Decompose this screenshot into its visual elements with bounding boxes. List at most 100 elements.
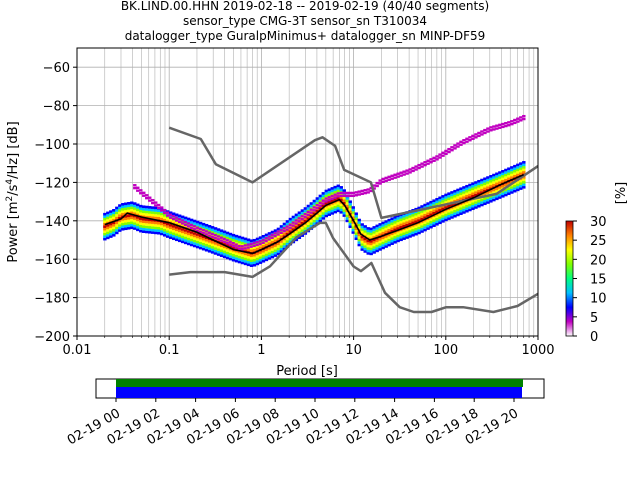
- psd-density-cell: [189, 243, 194, 247]
- psd-density-cell: [198, 244, 203, 247]
- psd-density-cell: [285, 228, 290, 231]
- psd-density-cell: [489, 129, 493, 132]
- psd-density-cell: [402, 224, 406, 228]
- psd-density-cell: [183, 241, 188, 245]
- psd-density-cell: [432, 219, 436, 222]
- psd-density-cell: [432, 209, 436, 213]
- psd-density-cell: [231, 251, 236, 254]
- psd-density-cell: [366, 242, 370, 245]
- psd-density-cell: [435, 155, 439, 158]
- psd-density-cell: [387, 238, 391, 242]
- psd-density-cell: [327, 188, 331, 192]
- psd-density-cell: [369, 250, 373, 253]
- psd-density-cell: [333, 208, 337, 211]
- psd-density-cell: [195, 226, 200, 229]
- psd-density-cell: [504, 168, 508, 172]
- psd-density-cell: [420, 222, 424, 226]
- psd-density-cell: [396, 172, 400, 175]
- psd-density-cell: [252, 248, 257, 252]
- psd-density-cell: [366, 229, 370, 233]
- psd-density-cell: [495, 124, 499, 127]
- psd-density-cell: [157, 209, 161, 213]
- psd-density-cell: [378, 248, 382, 251]
- psd-density-cell: [336, 202, 340, 205]
- psd-density-cell: [297, 236, 302, 240]
- psd-density-cell: [133, 202, 137, 205]
- psd-density-cell: [192, 222, 197, 225]
- psd-density-cell: [237, 240, 242, 244]
- psd-density-cell: [498, 196, 502, 199]
- psd-density-cell: [168, 216, 173, 219]
- psd-density-cell: [516, 173, 520, 177]
- psd-density-cell: [387, 228, 391, 232]
- psd-density-cell: [231, 253, 236, 257]
- psd-density-cell: [222, 240, 227, 244]
- psd-density-cell: [297, 220, 302, 223]
- psd-density-cell: [234, 249, 239, 253]
- psd-density-cell: [462, 191, 466, 194]
- psd-density-cell: [444, 213, 448, 217]
- psd-density-cell: [369, 232, 373, 236]
- psd-density-cell: [189, 223, 194, 227]
- psd-density-cell: [240, 259, 245, 262]
- psd-density-cell: [330, 187, 334, 190]
- psd-density-cell: [483, 199, 487, 203]
- psd-density-cell: [279, 247, 284, 251]
- psd-density-cell: [106, 236, 110, 240]
- psd-density-cell: [130, 226, 134, 230]
- psd-density-cell: [165, 232, 170, 236]
- psd-density-cell: [462, 139, 466, 142]
- psd-density-cell: [168, 226, 173, 230]
- psd-density-cell: [273, 234, 278, 238]
- psd-density-cell: [154, 201, 158, 204]
- y-axis-ticks: −200−180−160−140−120−100−80−60: [34, 61, 77, 345]
- psd-density-cell: [142, 194, 146, 197]
- psd-density-cell: [198, 224, 203, 227]
- psd-density-cell: [297, 228, 302, 232]
- psd-density-cell: [498, 126, 502, 129]
- psd-density-cell: [288, 220, 293, 223]
- psd-density-cell: [261, 249, 266, 253]
- psd-density-cell: [145, 225, 149, 229]
- psd-density-cell: [384, 230, 388, 233]
- psd-density-cell: [297, 221, 302, 225]
- psd-density-cell: [360, 235, 364, 239]
- psd-density-cell: [348, 191, 352, 195]
- x-tick-label: 1: [257, 343, 265, 358]
- psd-density-cell: [453, 209, 457, 213]
- psd-density-cell: [429, 213, 433, 216]
- psd-density-cell: [303, 215, 308, 219]
- psd-density-cell: [192, 234, 197, 238]
- psd-density-cell: [109, 220, 113, 223]
- psd-density-cell: [201, 240, 206, 243]
- psd-density: [103, 114, 526, 267]
- psd-density-cell: [417, 226, 421, 230]
- psd-density-cell: [369, 240, 373, 243]
- psd-density-cell: [127, 219, 131, 223]
- psd-density-cell: [109, 215, 113, 218]
- psd-density-cell: [148, 228, 152, 232]
- psd-density-cell: [222, 248, 227, 251]
- psd-density-cell: [450, 211, 454, 214]
- psd-density-cell: [447, 212, 451, 215]
- psd-density-cell: [435, 210, 439, 214]
- psd-density-cell: [264, 253, 269, 257]
- psd-density-cell: [402, 219, 406, 223]
- psd-density-cell: [360, 225, 364, 229]
- psd-density-cell: [348, 205, 352, 209]
- psd-density-cell: [468, 203, 472, 207]
- psd-density-cell: [483, 202, 487, 206]
- psd-density-cell: [198, 236, 203, 240]
- psd-density-cell: [204, 246, 209, 250]
- psd-density-cell: [148, 211, 152, 214]
- psd-density-cell: [171, 237, 176, 241]
- psd-density-cell: [201, 222, 206, 226]
- psd-density-cell: [390, 229, 394, 233]
- psd-segments-bar: [116, 387, 522, 398]
- psd-density-cell: [417, 224, 421, 227]
- psd-density-cell: [168, 218, 173, 222]
- psd-density-cell: [510, 171, 514, 174]
- psd-density-cell: [474, 136, 478, 139]
- psd-density-cell: [106, 211, 110, 215]
- psd-density-cell: [519, 162, 523, 165]
